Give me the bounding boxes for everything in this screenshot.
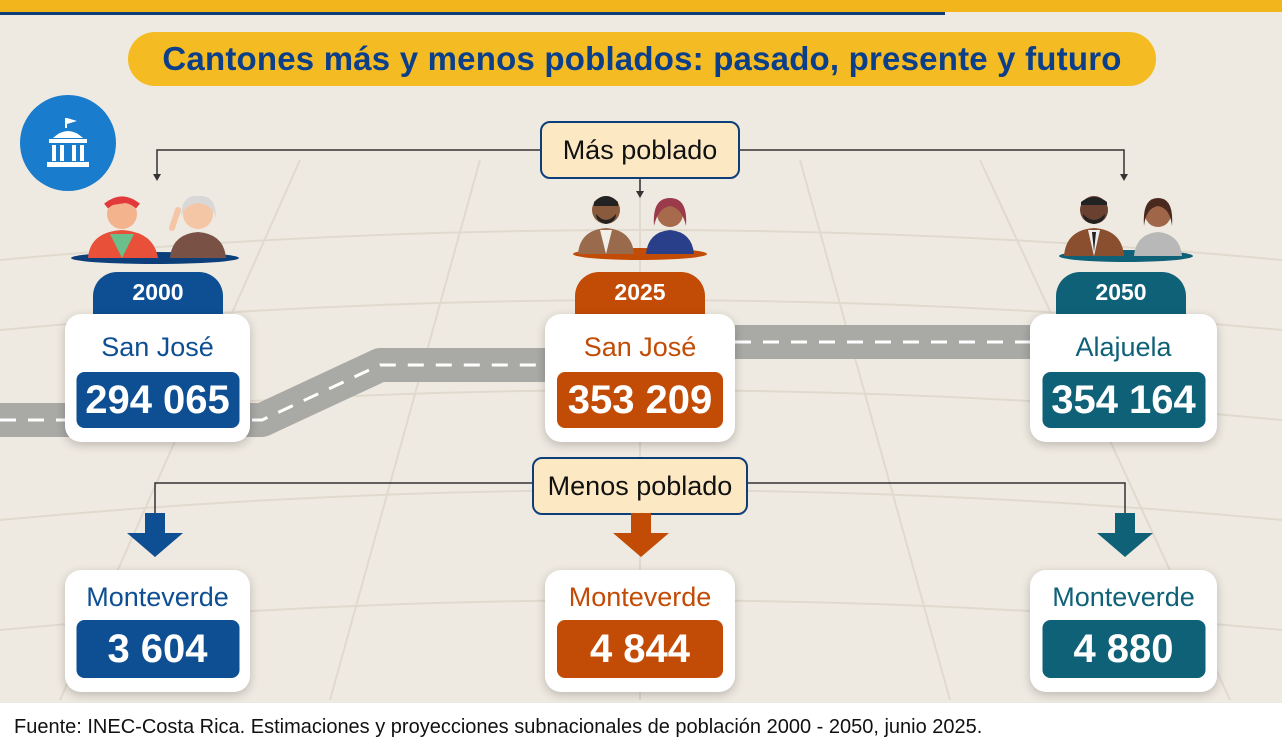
canton-name: San José xyxy=(583,332,697,362)
canton-name: Monteverde xyxy=(86,582,229,612)
source-note: Fuente: INEC-Costa Rica. Estimaciones y … xyxy=(0,703,1282,752)
most-populated-card-2050: Alajuela 354 164 xyxy=(1030,314,1217,442)
year-tab-2000: 2000 xyxy=(93,272,223,320)
government-building-icon xyxy=(20,95,116,191)
arrow-down-icon xyxy=(1097,513,1153,557)
most-populated-card-2025: San José 353 209 xyxy=(545,314,735,442)
page-title: Cantones más y menos poblados: pasado, p… xyxy=(128,32,1156,86)
people-illustration-2000 xyxy=(71,195,239,264)
least-populated-card-2000: Monteverde 3 604 xyxy=(65,570,250,692)
population-value: 294 065 xyxy=(76,372,239,428)
arrow-down-icon xyxy=(127,513,183,557)
most-populated-card-2000: San José 294 065 xyxy=(65,314,250,442)
population-value: 353 209 xyxy=(557,372,723,428)
year-tab-2025: 2025 xyxy=(575,272,705,320)
top-accent-line xyxy=(0,12,945,15)
canton-name: Alajuela xyxy=(1075,332,1172,362)
people-illustration-2025 xyxy=(573,196,707,260)
most-populated-label: Más poblado xyxy=(540,121,740,179)
year-tab-2050: 2050 xyxy=(1056,272,1186,320)
canton-name: Monteverde xyxy=(568,582,712,612)
least-populated-card-2050: Monteverde 4 880 xyxy=(1030,570,1217,692)
population-value: 4 880 xyxy=(1042,620,1205,678)
canton-name: Monteverde xyxy=(1052,582,1195,612)
population-value: 3 604 xyxy=(76,620,239,678)
top-accent-bar xyxy=(0,0,1282,12)
people-illustration-2050 xyxy=(1059,196,1193,262)
population-value: 4 844 xyxy=(557,620,723,678)
least-populated-label: Menos poblado xyxy=(532,457,748,515)
arrow-down-icon xyxy=(613,513,669,557)
population-value: 354 164 xyxy=(1042,372,1205,428)
least-populated-card-2025: Monteverde 4 844 xyxy=(545,570,735,692)
canton-name: San José xyxy=(101,332,214,362)
